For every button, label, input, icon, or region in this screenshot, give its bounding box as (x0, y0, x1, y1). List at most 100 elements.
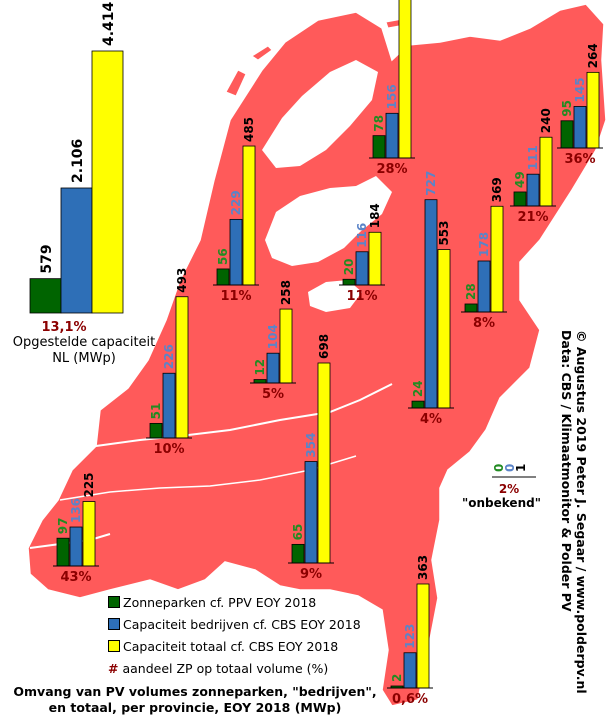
value-label-zonneparken: 2 (390, 674, 404, 682)
bar-totaal (490, 205, 504, 313)
bar-bedrijven (385, 112, 399, 159)
bar-zonneparken (513, 191, 527, 207)
value-label-totaal: 698 (317, 334, 331, 359)
national-label-line-2: NL (MWp) (52, 351, 116, 366)
province-group: 56 229 485 11% (213, 117, 259, 304)
province-group: 12 104 258 5% (250, 280, 296, 402)
map-waddenzee (262, 60, 378, 168)
legend-item-share: # aandeel ZP op totaal volume (%) (108, 658, 361, 680)
bar-totaal (416, 583, 430, 689)
unknown-totaal-label: 1 (514, 464, 528, 472)
value-label-zonneparken: 65 (291, 524, 305, 541)
value-label-zonneparken: 51 (149, 403, 163, 420)
value-label-totaal: 553 (437, 220, 451, 245)
value-label-zonneparken: 28 (464, 283, 478, 300)
value-label-totaal: 485 (242, 117, 256, 142)
value-label-bedrijven: 111 (526, 145, 540, 170)
bar-zonneparken (560, 120, 574, 149)
bar-zonneparken (56, 537, 70, 567)
value-label-zonneparken: 20 (342, 259, 356, 276)
map-ijsselmeer (265, 176, 392, 266)
share-label: 5% (262, 387, 284, 402)
bar-zonneparken (464, 303, 478, 313)
chart-title-line-1: Omvang van PV volumes zonneparken, "bedr… (13, 684, 377, 699)
value-label-bedrijven: 123 (403, 624, 417, 649)
netherlands-map (27, 3, 607, 707)
national-label-line-1: Opgestelde capaciteit (12, 335, 156, 350)
bar-bedrijven (477, 260, 491, 313)
value-label-zonneparken: 12 (253, 359, 267, 376)
bar-totaal (398, 0, 412, 159)
value-label-totaal: 369 (490, 177, 504, 202)
bar-bedrijven (403, 652, 417, 689)
province-group: 28 178 369 8% (461, 177, 507, 331)
unknown-bedrijven-label: 0 (503, 464, 517, 472)
legend-label-bedrijven: Capaciteit bedrijven cf. CBS EOY 2018 (123, 617, 361, 632)
value-label-zonneparken: 95 (560, 100, 574, 117)
value-label-totaal: 493 (175, 268, 189, 293)
value-label-zonneparken: 78 (372, 115, 386, 132)
map-texel (225, 69, 247, 97)
bar-bedrijven (69, 526, 83, 567)
legend-swatch-bedrijven (108, 618, 120, 630)
bar-zonneparken (216, 268, 230, 286)
value-label-totaal: 184 (368, 203, 382, 228)
chart-title-line-2: en totaal, per provincie, EOY 2018 (MWp) (48, 700, 342, 715)
bar-totaal (539, 136, 553, 207)
chart-title: Omvang van PV volumes zonneparken, "bedr… (0, 684, 390, 716)
province-group: 7815658228% (369, 0, 415, 177)
map-vlieland (251, 45, 273, 61)
share-label: 36% (564, 152, 595, 167)
province-group: 24 727 553 4% (408, 171, 454, 427)
value-label-bedrijven: 145 (573, 77, 587, 102)
legend-label-zonneparken: Zonneparken cf. PPV EOY 2018 (123, 595, 317, 610)
value-label-zonneparken: 24 (411, 380, 425, 397)
legend-label-totaal: Capaciteit totaal cf. CBS EOY 2018 (123, 639, 339, 654)
province-group: 2 123 363 0,6% (387, 555, 433, 707)
legend-item-totaal: Capaciteit totaal cf. CBS EOY 2018 (108, 636, 361, 658)
bar-zonneparken (342, 278, 356, 286)
legend-swatch-zonneparken (108, 596, 120, 608)
legend-label-share: aandeel ZP op totaal volume (%) (122, 661, 329, 676)
value-label-bedrijven: 354 (304, 433, 318, 458)
bar-bedrijven (355, 251, 369, 286)
value-label-totaal: 264 (586, 43, 600, 68)
share-label: 4% (420, 412, 442, 427)
value-label-bedrijven: 226 (162, 344, 176, 369)
national-bar-bedrijven (60, 187, 93, 314)
national-value-zonneparken: 579 (39, 244, 55, 273)
credit-line-1: © Augustus 2019 Peter J. Segaar / www.po… (574, 330, 589, 694)
value-label-totaal: 258 (279, 280, 293, 305)
value-label-bedrijven: 104 (266, 324, 280, 349)
national-bar-totaal (91, 50, 124, 314)
bar-totaal (279, 308, 293, 384)
bar-bedrijven (526, 173, 540, 207)
legend-item-bedrijven: Capaciteit bedrijven cf. CBS EOY 2018 (108, 614, 361, 636)
bar-totaal (437, 249, 451, 409)
bar-zonneparken (253, 379, 267, 384)
bar-totaal (586, 71, 600, 149)
credit-text: © Augustus 2019 Peter J. Segaar / www.po… (559, 330, 589, 694)
share-label: 11% (220, 289, 251, 304)
national-share: 13,1% (41, 320, 86, 335)
value-label-totaal: 225 (82, 472, 96, 497)
legend-swatch-totaal (108, 640, 120, 652)
national-label: Opgestelde capaciteit NL (MWp) (4, 335, 164, 367)
value-label-bedrijven: 178 (477, 232, 491, 257)
bar-bedrijven (573, 106, 587, 149)
bar-zonneparken (372, 135, 386, 159)
value-label-bedrijven: 727 (424, 171, 438, 196)
bar-totaal (242, 145, 256, 286)
legend-share-symbol: # (108, 661, 119, 676)
bar-totaal (82, 501, 96, 567)
map-river-border (95, 383, 393, 447)
value-label-bedrijven: 229 (229, 190, 243, 215)
value-label-zonneparken: 97 (56, 518, 70, 535)
credit-block: © Augustus 2019 Peter J. Segaar / www.po… (559, 330, 603, 700)
share-label: 11% (346, 289, 377, 304)
unknown-zonneparken-label: 0 (492, 464, 506, 472)
value-label-bedrijven: 156 (385, 84, 399, 109)
bar-totaal (175, 296, 189, 439)
bar-totaal (368, 231, 382, 286)
